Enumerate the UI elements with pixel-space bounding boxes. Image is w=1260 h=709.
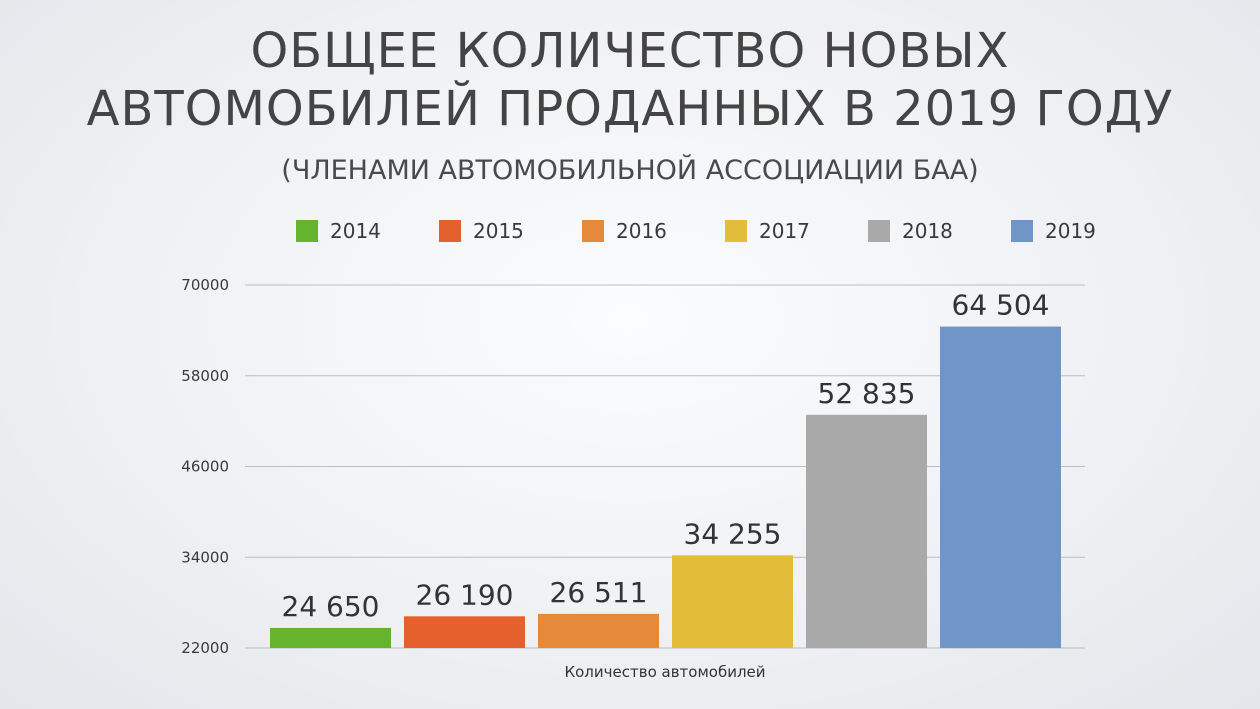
legend-item-2015: 2015 xyxy=(439,216,524,246)
y-tick-label-22000: 22000 xyxy=(181,639,229,657)
y-tick-label-58000: 58000 xyxy=(181,367,229,385)
legend-label-2014: 2014 xyxy=(330,219,381,243)
legend-swatch-2016 xyxy=(582,220,604,242)
bar-2014 xyxy=(270,627,391,648)
legend-item-2014: 2014 xyxy=(296,216,381,246)
y-tick-label-34000: 34000 xyxy=(181,548,229,566)
data-label-2015: 26 190 xyxy=(416,578,514,611)
data-label-2016: 26 511 xyxy=(550,576,648,609)
legend-label-2015: 2015 xyxy=(473,219,524,243)
legend-item-2019: 2019 xyxy=(1011,216,1096,246)
data-label-2019: 64 504 xyxy=(952,289,1050,322)
legend-label-2016: 2016 xyxy=(616,219,667,243)
legend-label-2019: 2019 xyxy=(1045,219,1096,243)
bar-2015 xyxy=(404,616,525,648)
y-tick-label-70000: 70000 xyxy=(181,276,229,294)
data-label-2017: 34 255 xyxy=(684,517,782,550)
y-tick-label-46000: 46000 xyxy=(181,458,229,476)
chart-title: ОБЩЕЕ КОЛИЧЕСТВО НОВЫХ АВТОМОБИЛЕЙ ПРОДА… xyxy=(0,22,1260,138)
legend-item-2018: 2018 xyxy=(868,216,953,246)
chart-legend: 2014 2015 2016 2017 2018 2019 xyxy=(0,216,1260,246)
chart-title-line-1: ОБЩЕЕ КОЛИЧЕСТВО НОВЫХ xyxy=(250,23,1010,79)
legend-swatch-2015 xyxy=(439,220,461,242)
legend-swatch-2017 xyxy=(725,220,747,242)
x-axis-label: Количество автомобилей xyxy=(564,663,765,681)
legend-swatch-2018 xyxy=(868,220,890,242)
legend-item-2016: 2016 xyxy=(582,216,667,246)
bar-2019 xyxy=(940,326,1061,648)
legend-swatch-2014 xyxy=(296,220,318,242)
legend-swatch-2019 xyxy=(1011,220,1033,242)
data-label-2014: 24 650 xyxy=(282,590,380,623)
chart-subtitle: (ЧЛЕНАМИ АВТОМОБИЛЬНОЙ АССОЦИАЦИИ БАА) xyxy=(281,155,979,186)
legend-label-2017: 2017 xyxy=(759,219,810,243)
legend-item-2017: 2017 xyxy=(725,216,810,246)
legend-label-2018: 2018 xyxy=(902,219,953,243)
bar-2018 xyxy=(806,414,927,648)
chart-title-line-2: АВТОМОБИЛЕЙ ПРОДАННЫХ В 2019 ГОДУ xyxy=(86,81,1174,137)
bar-2016 xyxy=(538,613,659,648)
data-label-2018: 52 835 xyxy=(818,377,916,410)
bar-2017 xyxy=(672,555,793,648)
